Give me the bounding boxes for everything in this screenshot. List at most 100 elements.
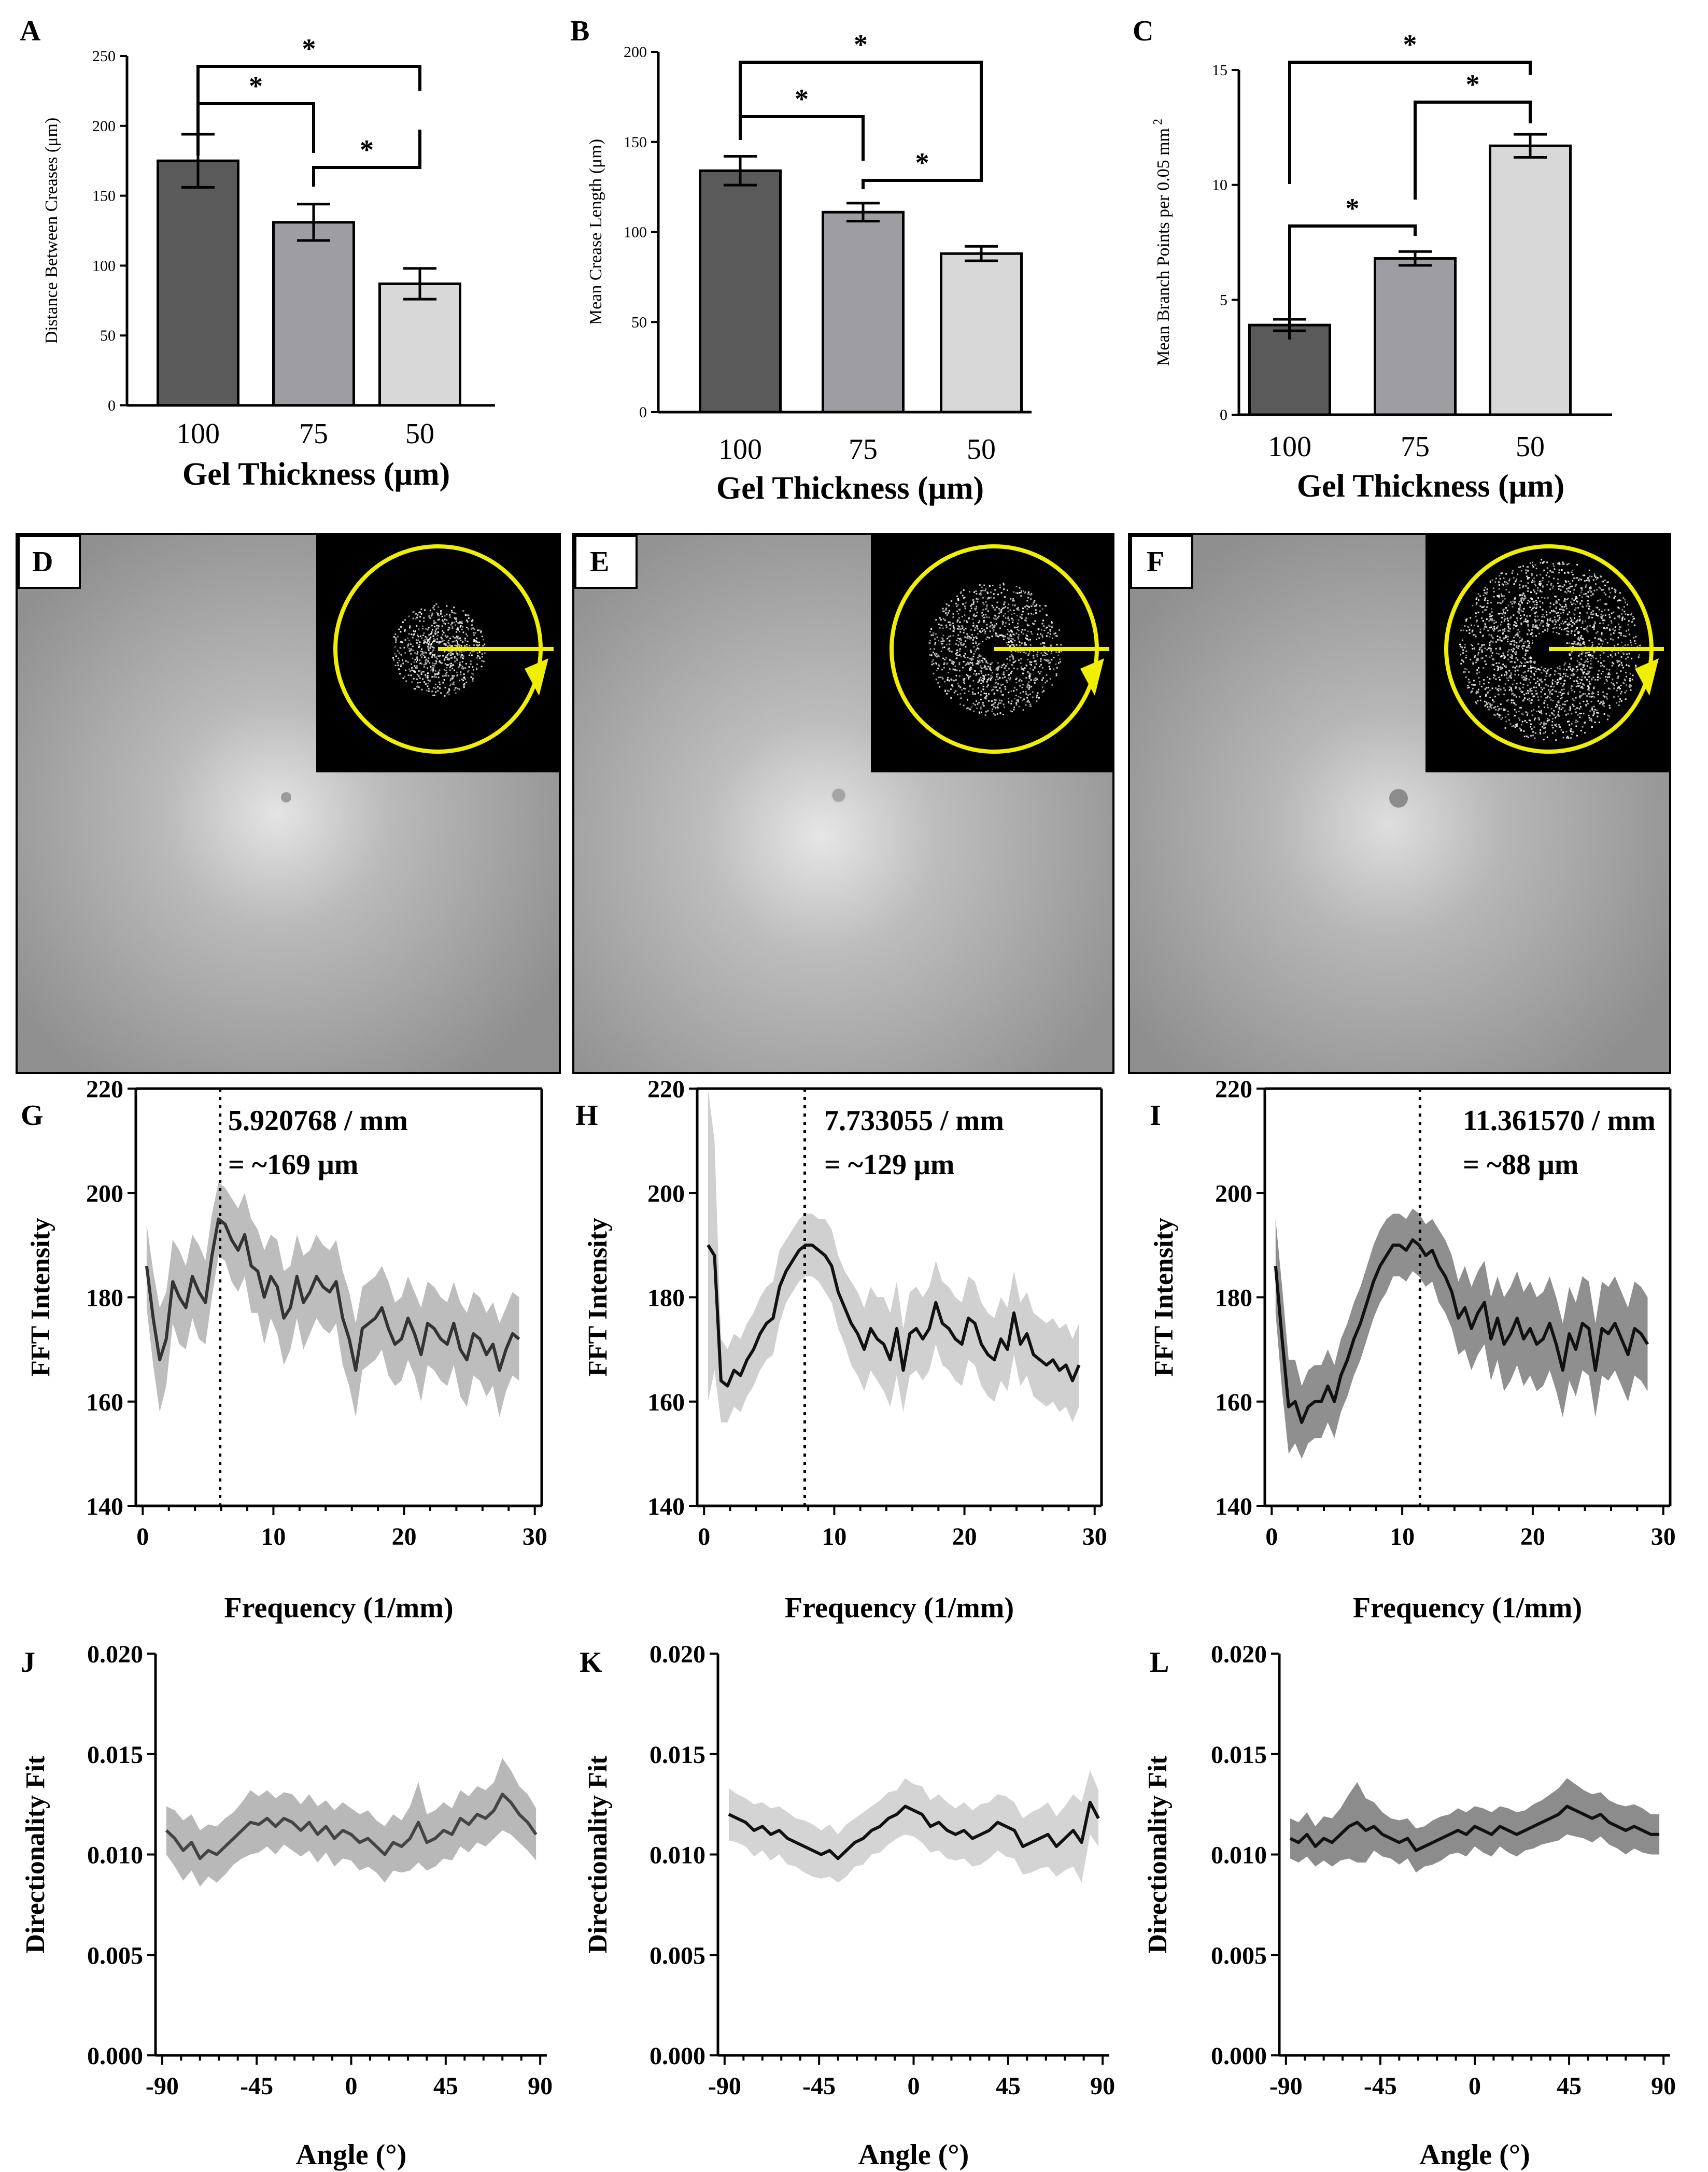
speckle-dot [979,679,980,680]
significance-bracket [312,130,421,187]
speckle-dot [1517,647,1519,650]
speckle-dot [1546,736,1548,738]
speckle-dot [991,604,993,607]
speckle-dot [1557,562,1559,565]
speckle-dot [1039,666,1041,668]
speckle-dot [1460,654,1462,656]
speckle-dot [975,608,977,610]
x-tick-label: -90 [146,2072,179,2100]
speckle-dot [1547,669,1549,671]
speckle-dot [408,647,410,650]
speckle-dot [1579,637,1582,639]
speckle-dot [1515,687,1517,689]
speckle-dot [1572,670,1574,672]
speckle-dot [986,605,988,608]
speckle-dot [986,662,989,664]
speckle-dot [1479,647,1481,649]
speckle-dot [951,651,953,653]
speckle-dot [1523,608,1525,610]
speckle-dot [1013,667,1015,669]
speckle-dot [456,641,458,643]
speckle-dot [1530,633,1532,635]
speckle-dot [1600,665,1602,667]
speckle-dot [1591,614,1593,616]
speckle-dot [939,627,941,629]
speckle-dot [1549,692,1551,694]
speckle-dot [1540,691,1542,693]
speckle-dot [1589,587,1591,589]
speckle-dot [1468,679,1470,681]
speckle-dot [962,603,964,605]
speckle-dot [1577,642,1579,644]
speckle-dot [941,643,943,645]
speckle-dot [979,659,981,661]
speckle-dot [462,610,464,612]
peak-annotation-wavelength: = ~88 μm [1463,1149,1578,1181]
speckle-dot [975,590,977,592]
speckle-dot [1579,642,1581,644]
speckle-dot [1535,593,1537,595]
confidence-band [708,1089,1079,1422]
speckle-dot [1531,581,1533,583]
speckle-dot [1494,687,1497,689]
speckle-dot [1535,635,1537,637]
speckle-dot [429,647,431,649]
speckle-dot [1624,606,1625,608]
speckle-dot [951,662,953,664]
speckle-dot [1559,674,1561,676]
x-tick-label: 0 [698,1523,710,1550]
speckle-dot [410,670,411,672]
speckle-dot [975,674,977,676]
speckle-dot [957,644,959,646]
speckle-dot [1504,618,1506,620]
speckle-dot [1569,583,1571,585]
speckle-dot [1525,572,1527,574]
speckle-dot [1618,628,1620,630]
speckle-dot [1527,640,1529,642]
speckle-dot [1564,662,1566,664]
peak-annotation-frequency: 11.361570 / mm [1463,1105,1656,1137]
speckle-dot [979,593,981,595]
speckle-dot [463,667,465,669]
speckle-dot [1575,711,1577,713]
speckle-dot [964,614,966,616]
x-tick-label: 50 [405,418,434,450]
speckle-dot [946,614,948,616]
speckle-dot [1000,689,1002,692]
speckle-dot [1590,701,1592,702]
speckle-dot [421,671,424,673]
speckle-dot [441,638,443,640]
speckle-dot [1025,637,1027,639]
speckle-dot [984,666,986,668]
speckle-dot [1021,666,1022,668]
speckle-dot [425,676,427,678]
speckle-dot [394,646,396,648]
speckle-dot [454,624,456,626]
speckle-dot [970,706,972,708]
speckle-dot [1551,683,1554,685]
speckle-dot [969,684,971,686]
speckle-dot [996,706,998,708]
speckle-dot [1024,642,1026,644]
speckle-dot [985,668,987,670]
speckle-dot [980,708,982,710]
speckle-dot [990,597,992,599]
speckle-dot [436,612,438,614]
speckle-dot [1618,664,1620,666]
speckle-dot [1546,614,1548,616]
y-axis-label: FFT Intensity [1149,1218,1179,1377]
speckle-dot [1596,607,1598,609]
speckle-dot [461,666,463,668]
speckle-dot [1561,620,1563,622]
speckle-dot [428,615,430,617]
speckle-dot [1616,682,1618,684]
speckle-dot [1034,682,1036,684]
speckle-dot [449,669,451,671]
speckle-dot [1485,655,1487,657]
speckle-dot [1611,650,1613,652]
speckle-dot [968,617,970,619]
y-tick-label: 0.015 [87,1741,143,1769]
speckle-dot [433,654,435,656]
speckle-dot [414,658,416,660]
speckle-dot [1522,598,1524,600]
